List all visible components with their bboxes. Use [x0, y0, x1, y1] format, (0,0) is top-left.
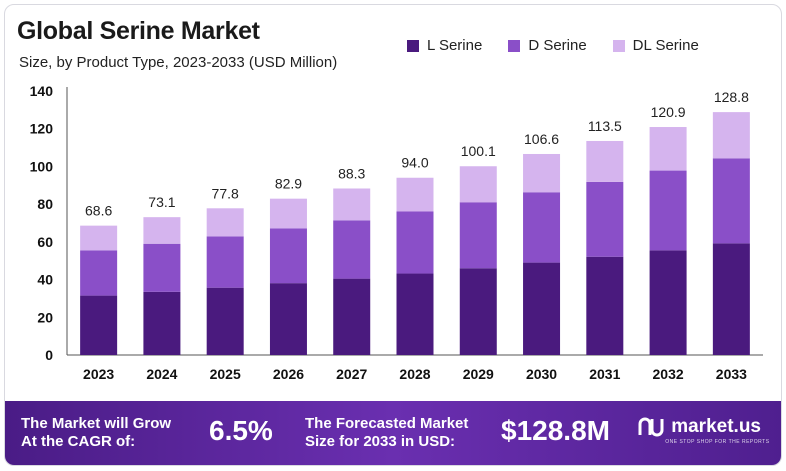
forecast-value: $128.8M	[501, 415, 610, 446]
brand-tagline: ONE STOP SHOP FOR THE REPORTS	[665, 439, 770, 445]
legend: L Serine D Serine DL Serine	[407, 37, 699, 54]
x-tick-label: 2029	[463, 366, 494, 382]
bar-segment-d-serine	[459, 202, 497, 269]
bar-segment-l-serine	[523, 262, 561, 355]
data-label-total: 120.9	[651, 104, 686, 120]
brand-logo[interactable]: market.us ONE STOP SHOP FOR THE REPORTS	[637, 415, 769, 445]
legend-label: D Serine	[528, 37, 587, 54]
data-label-total: 113.5	[588, 118, 622, 134]
x-tick-label: 2027	[336, 366, 367, 382]
bar-segment-dl-serine	[712, 112, 750, 159]
bar-segment-l-serine	[649, 250, 687, 355]
x-tick-label: 2030	[526, 366, 557, 382]
y-tick-label: 40	[37, 272, 53, 288]
data-label-total: 106.6	[524, 131, 559, 147]
x-tick-label: 2033	[716, 366, 747, 382]
brand-name: market.us	[671, 416, 761, 437]
forecast-label-line-2: Size for 2033 in USD:	[305, 433, 456, 450]
legend-label: DL Serine	[632, 37, 699, 54]
bar-segment-dl-serine	[269, 198, 307, 229]
legend-item-dl-serine: DL Serine	[612, 37, 699, 54]
y-tick-label: 120	[30, 121, 54, 137]
data-label-total: 82.9	[275, 176, 302, 192]
forecast-label-line-1: The Forecasted Market	[305, 415, 469, 432]
data-label-total: 68.6	[85, 203, 112, 219]
bar-segment-dl-serine	[459, 166, 497, 203]
bar-segment-dl-serine	[649, 127, 687, 171]
y-tick-label: 0	[45, 347, 53, 363]
bar-segment-d-serine	[206, 236, 244, 288]
bar-segment-d-serine	[586, 181, 624, 257]
bar-segment-l-serine	[459, 268, 497, 355]
legend-swatch	[612, 39, 625, 52]
bar-segment-d-serine	[712, 158, 750, 244]
y-tick-label: 60	[37, 234, 53, 250]
x-tick-label: 2025	[210, 366, 241, 382]
legend-label: L Serine	[427, 37, 483, 54]
bar-segment-d-serine	[523, 192, 561, 263]
data-label-total: 73.1	[148, 194, 175, 210]
bar-segment-l-serine	[396, 273, 434, 355]
cagr-label: The Market will Grow At the CAGR of:	[21, 415, 171, 451]
bar-segment-d-serine	[649, 170, 687, 251]
bar-segment-l-serine	[143, 291, 181, 355]
bar-segment-dl-serine	[80, 225, 118, 251]
bar-segment-dl-serine	[586, 140, 624, 182]
forecast-label: The Forecasted Market Size for 2033 in U…	[305, 415, 468, 451]
x-tick-label: 2031	[589, 366, 620, 382]
cagr-label-line-1: The Market will Grow	[21, 415, 172, 432]
chart-subtitle: Size, by Product Type, 2023-2033 (USD Mi…	[19, 54, 338, 71]
bar-segment-dl-serine	[143, 217, 181, 244]
y-tick-label: 140	[30, 83, 54, 99]
bar-segment-l-serine	[80, 295, 118, 355]
x-tick-label: 2023	[83, 366, 114, 382]
data-label-total: 94.0	[401, 155, 428, 171]
legend-item-l-serine: L Serine	[407, 37, 482, 54]
x-tick-label: 2028	[399, 366, 430, 382]
y-tick-label: 80	[37, 196, 53, 212]
bar-segment-l-serine	[712, 243, 750, 355]
legend-swatch	[508, 39, 521, 52]
data-label-total: 77.8	[212, 185, 239, 201]
cagr-label-line-2: At the CAGR of:	[21, 433, 136, 450]
bar-segment-l-serine	[206, 287, 244, 355]
y-tick-label: 100	[30, 158, 54, 174]
x-tick-label: 2026	[273, 366, 304, 382]
market-us-logo-icon	[638, 417, 664, 437]
chart-title: Global Serine Market	[17, 17, 260, 45]
bar-segment-dl-serine	[333, 188, 371, 221]
x-tick-label: 2032	[653, 366, 684, 382]
bar-chart: 0 20 40 60 80 100 120 140 68.6 2023 73.1 2024 77.8 20…	[30, 83, 763, 382]
bar-segment-d-serine	[143, 243, 181, 292]
bar-segment-l-serine	[586, 256, 624, 355]
chart-card: Global Serine Market Size, by Product Ty…	[4, 4, 782, 466]
data-label-total: 128.8	[714, 89, 749, 105]
cagr-value: 6.5%	[209, 415, 273, 446]
bar-segment-d-serine	[333, 220, 371, 279]
bar-segment-d-serine	[80, 250, 118, 296]
bar-segment-dl-serine	[396, 177, 434, 212]
bar-segment-dl-serine	[523, 153, 561, 193]
y-tick-label: 20	[37, 309, 53, 325]
bar-segment-d-serine	[269, 228, 307, 284]
x-tick-label: 2024	[146, 366, 177, 382]
legend-item-d-serine: D Serine	[508, 37, 587, 54]
data-label-total: 100.1	[461, 143, 496, 159]
footer-banner: The Market will Grow At the CAGR of: 6.5…	[5, 401, 781, 465]
legend-swatch	[407, 39, 419, 52]
bar-segment-l-serine	[333, 278, 371, 355]
data-label-total: 88.3	[338, 165, 365, 181]
bar-segment-l-serine	[269, 283, 307, 355]
bar-segment-dl-serine	[206, 208, 244, 237]
bar-segment-d-serine	[396, 211, 434, 274]
